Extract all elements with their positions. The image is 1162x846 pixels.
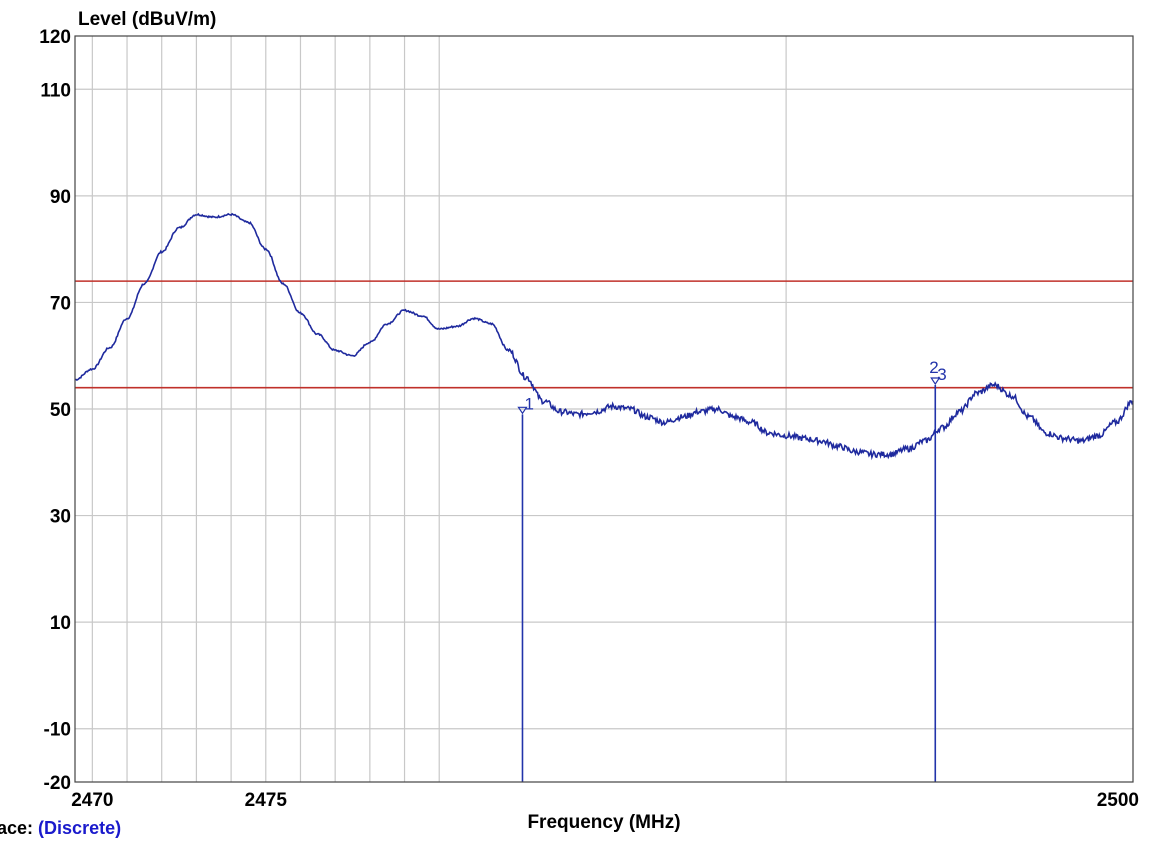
x-tick-label: 2500 [1097,790,1139,811]
y-tick-label: -20 [44,773,71,794]
y-tick-label: 70 [50,293,71,314]
y-tick-label: 90 [50,187,71,208]
marker-label: 3 [937,365,946,384]
horizontal-grid [75,88,1133,730]
y-tick-label: 50 [50,400,71,421]
x-tick-label: 2475 [245,790,288,811]
trace-value[interactable]: (Discrete) [38,818,122,838]
y-tick-label: 30 [50,507,71,528]
x-tick-label: 2470 [71,790,113,811]
marker-triangle [930,377,941,386]
trace-label: race: [0,818,34,838]
y-tick-label: 120 [39,27,71,48]
y-axis-title: Level (dBuV/m) [78,9,216,30]
y-tick-label: -10 [44,720,71,741]
marker-triangle [517,406,528,415]
y-tick-label: 10 [50,613,71,634]
marker-sublabel: 2 [929,358,938,377]
x-tick-labels: 2470 2475 2500 [71,790,1139,811]
plot-frame [74,35,1134,783]
y-tick-label: 110 [40,80,71,101]
trace-line: race: (Discrete) [0,818,121,839]
limit-lines [75,280,1133,389]
markers: 1 32 [517,358,947,782]
trace-line-path [74,212,1134,461]
y-tick-labels: 120 110 90 70 50 30 10 -10 -20 [39,27,71,794]
x-axis-title: Frequency (MHz) [527,812,680,833]
trace-series [74,212,1134,461]
marker-label: 1 [524,394,533,413]
